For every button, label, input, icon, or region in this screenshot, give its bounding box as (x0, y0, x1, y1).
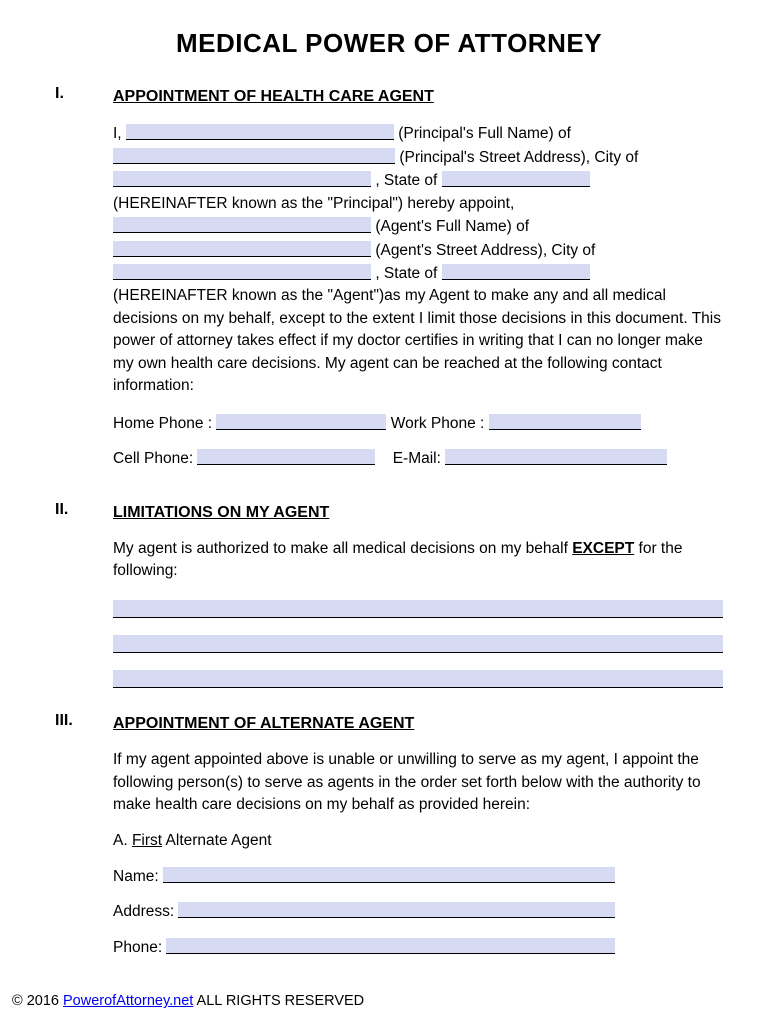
section-1-heading: APPOINTMENT OF HEALTH CARE AGENT (113, 85, 723, 108)
alternate-body: If my agent appointed above is unable or… (113, 749, 723, 816)
section-1-numeral: I. (55, 85, 113, 483)
section-2: II. LIMITATIONS ON MY AGENT My agent is … (55, 501, 723, 688)
phone-row-1: Home Phone : Work Phone : (113, 412, 723, 435)
alt-address-field[interactable] (178, 902, 615, 918)
principal-city-field[interactable] (113, 171, 371, 187)
section-3-content: APPOINTMENT OF ALTERNATE AGENT If my age… (113, 712, 723, 959)
section-2-numeral: II. (55, 501, 113, 688)
email-field[interactable] (445, 449, 667, 465)
label-alt-phone: Phone: (113, 939, 166, 956)
limitations-text: My agent is authorized to make all medic… (113, 538, 723, 583)
alt-name-row: Name: (113, 865, 723, 888)
text-s2-1: My agent is authorized to make all medic… (113, 540, 572, 557)
text-body: (HEREINAFTER known as the "Agent")as my … (113, 287, 721, 394)
alt-name-field[interactable] (163, 867, 615, 883)
limitation-line-3[interactable] (113, 670, 723, 688)
document-title: MEDICAL POWER OF ATTORNEY (55, 28, 723, 59)
label-home-phone: Home Phone : (113, 415, 212, 432)
label-cell-phone: Cell Phone: (113, 450, 193, 467)
text-i: I, (113, 125, 122, 142)
alternate-a-label: A. First Alternate Agent (113, 830, 723, 852)
footer: © 2016 PowerofAttorney.net ALL RIGHTS RE… (0, 987, 778, 1019)
agent-state-field[interactable] (442, 264, 590, 280)
footer-rest: ALL RIGHTS RESERVED (193, 993, 364, 1009)
footer-link[interactable]: PowerofAttorney.net (63, 993, 193, 1009)
footer-copy: © 2016 (12, 993, 63, 1009)
section-3-heading: APPOINTMENT OF ALTERNATE AGENT (113, 712, 723, 735)
agent-city-field[interactable] (113, 264, 371, 280)
section-3-numeral: III. (55, 712, 113, 959)
text-principal-address: (Principal's Street Address), City of (399, 149, 638, 166)
text-hereinafter-principal: (HEREINAFTER known as the "Principal") h… (113, 195, 514, 212)
principal-name-field[interactable] (126, 124, 394, 140)
home-phone-field[interactable] (216, 414, 386, 430)
alt-address-row: Address: (113, 900, 723, 923)
limitation-line-1[interactable] (113, 600, 723, 618)
section-1-content: APPOINTMENT OF HEALTH CARE AGENT I, (Pri… (113, 85, 723, 483)
alt-phone-row: Phone: (113, 936, 723, 959)
label-alt-address: Address: (113, 903, 178, 920)
cell-phone-field[interactable] (197, 449, 375, 465)
principal-address-field[interactable] (113, 148, 395, 164)
text-agent-name: (Agent's Full Name) of (375, 218, 529, 235)
work-phone-field[interactable] (489, 414, 641, 430)
sub-a: A. (113, 832, 132, 849)
section-1: I. APPOINTMENT OF HEALTH CARE AGENT I, (… (55, 85, 723, 483)
sub-first: First (132, 832, 162, 849)
alt-phone-field[interactable] (166, 938, 615, 954)
text-state1: , State of (375, 172, 441, 189)
text-state2: , State of (375, 265, 441, 282)
principal-block: I, (Principal's Full Name) of (Principal… (113, 122, 723, 398)
phone-row-2: Cell Phone: E-Mail: (113, 447, 723, 470)
label-alt-name: Name: (113, 868, 163, 885)
label-email: E-Mail: (393, 450, 446, 467)
section-2-heading: LIMITATIONS ON MY AGENT (113, 501, 723, 524)
text-agent-address: (Agent's Street Address), City of (375, 242, 595, 259)
principal-state-field[interactable] (442, 171, 590, 187)
document-page: MEDICAL POWER OF ATTORNEY I. APPOINTMENT… (0, 0, 778, 987)
text-principal-name: (Principal's Full Name) of (398, 125, 571, 142)
limitation-line-2[interactable] (113, 635, 723, 653)
section-2-content: LIMITATIONS ON MY AGENT My agent is auth… (113, 501, 723, 688)
text-except: EXCEPT (572, 540, 634, 557)
agent-name-field[interactable] (113, 217, 371, 233)
sub-rest: Alternate Agent (162, 832, 271, 849)
label-work-phone: Work Phone : (391, 415, 485, 432)
agent-address-field[interactable] (113, 241, 371, 257)
section-3: III. APPOINTMENT OF ALTERNATE AGENT If m… (55, 712, 723, 959)
